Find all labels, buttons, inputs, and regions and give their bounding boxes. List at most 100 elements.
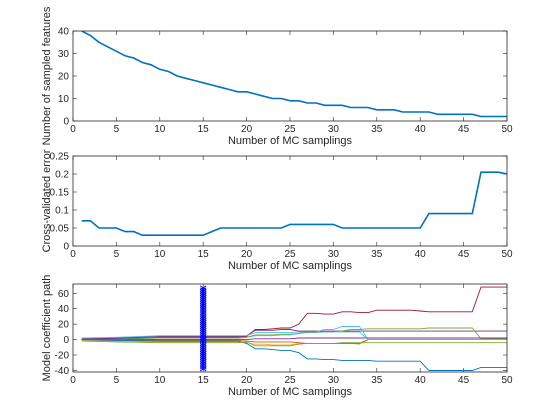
x-tick-label: 25 — [284, 124, 296, 135]
y-tick-label: 0.05 — [50, 224, 70, 235]
selection-marker — [199, 312, 207, 318]
y-tick-label: 0.15 — [50, 188, 70, 199]
x-tick-label: 40 — [415, 375, 427, 386]
selection-marker — [199, 364, 207, 370]
selection-marker — [199, 306, 207, 312]
selection-marker — [199, 324, 207, 329]
axes-frame — [72, 283, 508, 373]
selection-marker — [199, 358, 207, 364]
x-tick-label: 40 — [415, 124, 427, 135]
series-line-0 — [81, 31, 507, 118]
selection-marker — [199, 349, 207, 354]
y-tick-label: 10 — [58, 94, 70, 105]
x-tick-label: 50 — [501, 375, 513, 386]
x-tick-label: 30 — [328, 375, 340, 386]
x-tick-label: 5 — [114, 124, 120, 135]
series-line-3 — [81, 327, 507, 341]
selection-marker — [199, 331, 207, 337]
x-axis-label: Number of MC samplings — [228, 260, 353, 272]
selection-marker — [199, 333, 207, 339]
y-tick-label: 40 — [58, 27, 70, 38]
selection-marker — [199, 287, 207, 293]
y-tick-label: 0 — [63, 242, 69, 253]
plot-area — [73, 156, 507, 246]
selection-marker — [199, 310, 207, 316]
selection-marker — [199, 339, 207, 345]
selection-marker — [199, 285, 207, 291]
y-tick-label: 0 — [63, 335, 69, 346]
x-tick-label: 35 — [371, 375, 383, 386]
selection-marker — [199, 335, 207, 341]
y-tick-label: 0.25 — [50, 152, 70, 163]
x-tick-label: 45 — [458, 375, 470, 386]
selection-marker — [199, 356, 207, 362]
selection-marker — [199, 298, 207, 304]
selection-marker — [199, 327, 207, 333]
series-line-8 — [81, 340, 507, 347]
x-tick-label: 25 — [284, 375, 296, 386]
x-tick-label: 45 — [458, 124, 470, 135]
x-tick-label: 0 — [70, 249, 76, 260]
selection-marker — [199, 343, 207, 349]
x-tick-label: 5 — [114, 375, 120, 386]
series-line-1 — [81, 329, 507, 340]
x-tick-label: 30 — [328, 249, 340, 260]
y-axis-label: Number of sampled features — [41, 6, 53, 145]
axes-frame — [72, 30, 508, 122]
selection-marker — [199, 322, 207, 327]
selection-marker — [199, 366, 207, 372]
selection-marker — [199, 345, 207, 351]
x-tick-label: 20 — [241, 375, 253, 386]
x-tick-label: 0 — [70, 375, 76, 386]
y-tick-label: -40 — [55, 366, 70, 377]
axes-frame — [72, 155, 508, 247]
x-axis-label: Number of MC samplings — [228, 386, 353, 398]
x-tick-label: 45 — [458, 249, 470, 260]
x-tick-label: 25 — [284, 249, 296, 260]
x-tick-label: 10 — [154, 375, 166, 386]
selection-marker — [199, 295, 207, 300]
x-axis-label: Number of MC samplings — [228, 135, 353, 147]
selection-marker — [199, 304, 207, 310]
x-tick-label: 5 — [114, 249, 120, 260]
selection-marker — [199, 329, 207, 335]
panel-sampled-features: 0 5 10 15 20 25 30 35 40 45 50 0 10 20 30 40 Number of M… — [41, 6, 513, 147]
selection-marker — [199, 320, 207, 326]
x-tick-label: 50 — [501, 124, 513, 135]
y-tick-label: 0.1 — [55, 206, 69, 217]
selection-marker — [199, 354, 207, 360]
x-tick-label: 15 — [198, 249, 210, 260]
selection-marker — [199, 318, 207, 324]
series-line-0 — [81, 171, 507, 236]
selection-marker — [199, 300, 207, 306]
selection-marker — [199, 341, 207, 347]
selection-marker — [199, 325, 207, 331]
x-tick-label: 15 — [198, 124, 210, 135]
y-tick-label: 0.2 — [55, 170, 69, 181]
x-tick-label: 50 — [501, 249, 513, 260]
plot-area — [73, 31, 507, 121]
series-line-0 — [81, 286, 507, 341]
y-axis-label: Cross-validated error — [41, 149, 53, 252]
y-tick-label: 30 — [58, 49, 70, 60]
x-tick-label: 10 — [154, 249, 166, 260]
x-tick-label: 30 — [328, 124, 340, 135]
selection-marker — [199, 289, 207, 295]
y-tick-label: 60 — [58, 289, 70, 300]
y-tick-label: 40 — [58, 304, 70, 315]
selection-marker — [199, 351, 207, 356]
x-tick-label: 35 — [371, 249, 383, 260]
selection-marker — [199, 314, 207, 320]
selection-marker — [199, 293, 207, 298]
series-line-6 — [81, 339, 507, 371]
y-tick-label: 0 — [63, 117, 69, 128]
selection-marker — [199, 362, 207, 368]
y-tick-label: -20 — [55, 351, 70, 362]
x-tick-label: 15 — [198, 375, 210, 386]
selection-marker — [199, 337, 207, 343]
selection-marker — [199, 316, 207, 322]
series-line-9 — [81, 331, 507, 341]
x-tick-label: 35 — [371, 124, 383, 135]
selection-marker — [199, 297, 207, 302]
